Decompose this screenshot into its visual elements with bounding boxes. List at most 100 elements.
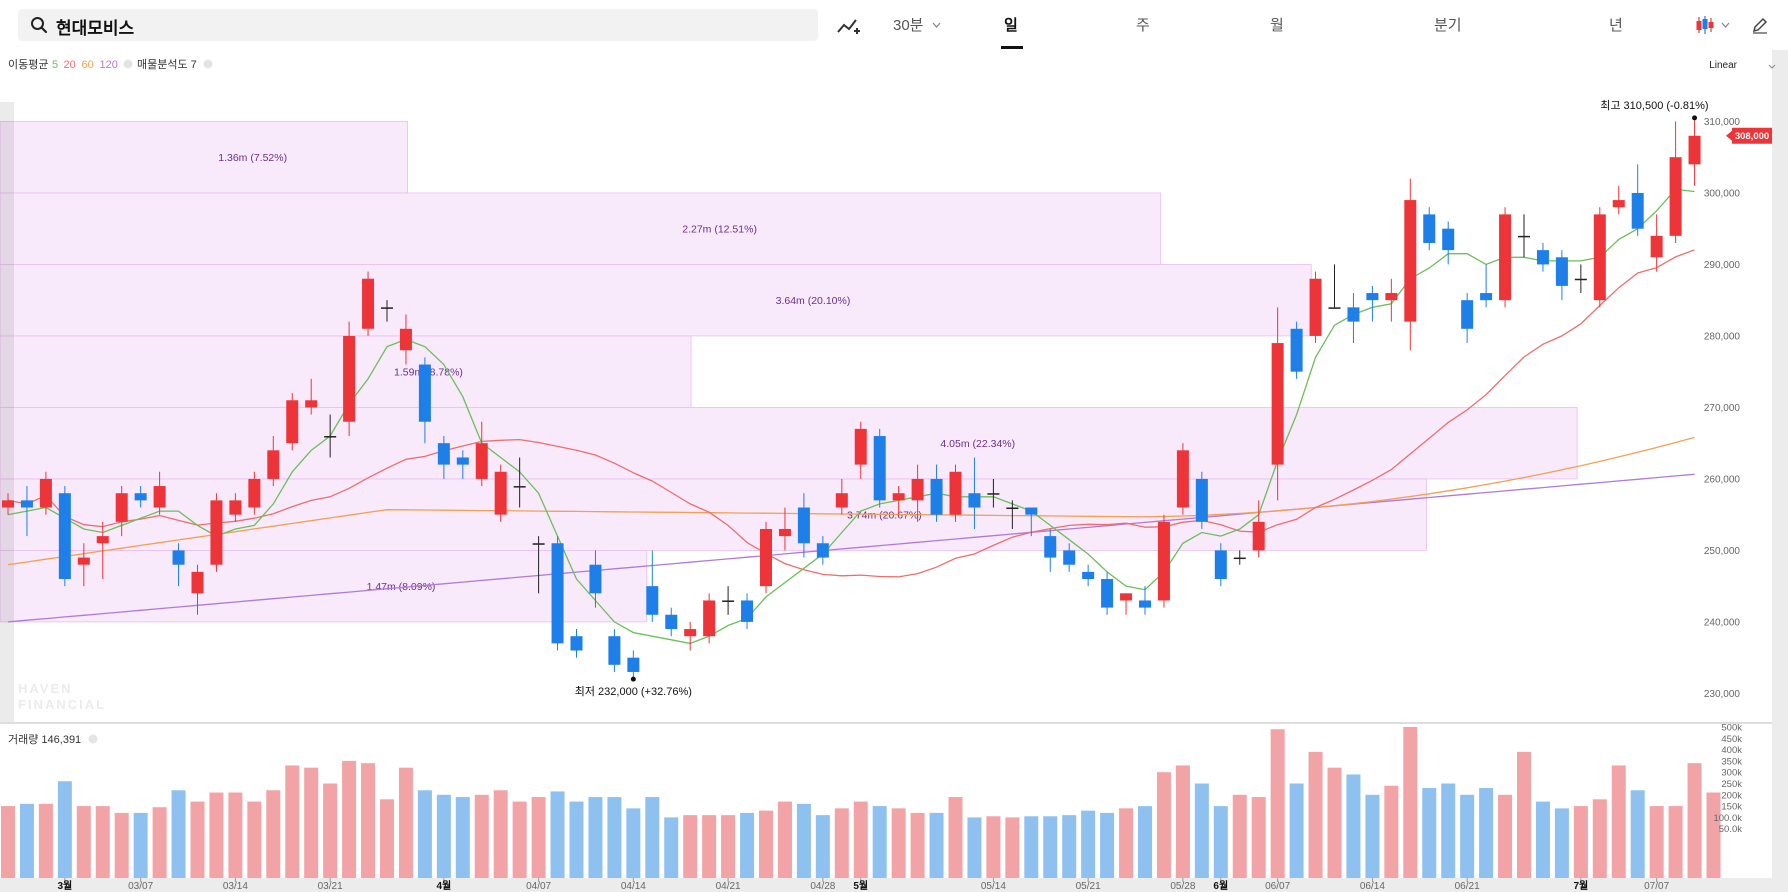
tab-week[interactable]: 주 [1136, 17, 1150, 34]
candle [1101, 579, 1114, 608]
volume-profile-bar [0, 192, 1162, 265]
candle [324, 436, 337, 438]
volume-bar [76, 806, 91, 878]
left-shade [0, 102, 14, 722]
candle [248, 478, 261, 508]
volume-bar [740, 812, 755, 878]
volume-legend: 거래량 146,391 [8, 733, 81, 746]
tab-year[interactable]: 년 [1609, 17, 1623, 34]
tab-month[interactable]: 월 [1270, 17, 1284, 34]
price-axis-tick: 280,000 [1704, 331, 1741, 342]
volume-bar [550, 791, 565, 878]
candle [1252, 521, 1265, 551]
price-axis-tick: 260,000 [1704, 474, 1741, 485]
volume-profile-label: 1.36m (7.52%) [218, 152, 287, 164]
volume-bar [1081, 810, 1096, 878]
pencil-icon[interactable] [1751, 16, 1769, 34]
volume-bar [1479, 788, 1494, 878]
time-axis-label: 03/21 [318, 881, 343, 892]
volume-bar [1687, 763, 1702, 878]
volume-bar [1100, 812, 1115, 878]
candle [1385, 293, 1398, 301]
volume-floor [0, 878, 1772, 892]
candle [589, 564, 602, 594]
close-icon [123, 59, 133, 69]
candle [532, 543, 545, 545]
time-axis-label: 04/14 [621, 881, 646, 892]
candle [1309, 278, 1322, 336]
volume-bar [228, 792, 243, 878]
volume-bar [455, 797, 470, 878]
price-axis-tick: 240,000 [1704, 617, 1741, 628]
volume-profile-label: 2.27m (12.51%) [682, 224, 757, 236]
volume-bar [1251, 797, 1266, 878]
chevron-down-icon[interactable] [1721, 22, 1730, 28]
tab-quarter[interactable]: 분기 [1434, 17, 1462, 34]
volume-bar [721, 815, 736, 878]
search-input[interactable]: 현대모비스 [18, 9, 818, 41]
volume-axis-tick: 500k [1721, 723, 1742, 734]
candle [456, 457, 469, 465]
current-price-tag [1732, 127, 1772, 144]
candle [1366, 293, 1379, 301]
time-axis-label: 7월 [1573, 880, 1588, 892]
price-axis-tick: 250,000 [1704, 546, 1741, 557]
candle [1063, 550, 1076, 565]
volume-bar [872, 806, 887, 878]
candle [665, 614, 678, 630]
volume-bar [1194, 783, 1209, 878]
candle [1404, 200, 1417, 322]
tab-day[interactable]: 일 [1004, 17, 1018, 34]
candle [1157, 521, 1170, 601]
volume-bar [588, 797, 603, 878]
candle [1442, 228, 1455, 251]
current-price-pointer [1726, 130, 1732, 141]
candle [854, 428, 867, 465]
candle [343, 335, 356, 422]
scale-mode-select[interactable]: Linear [1709, 60, 1737, 71]
candle [1593, 214, 1606, 301]
volume-bar [664, 817, 679, 878]
candle [1461, 300, 1474, 329]
ma-period-5: 5 [52, 59, 58, 71]
candle [627, 657, 640, 672]
candle [153, 486, 166, 508]
drawing-tool-icon[interactable] [836, 16, 862, 36]
time-axis-label: 03/07 [128, 881, 153, 892]
candle [1120, 593, 1133, 601]
volume-bar [304, 767, 319, 878]
candle [96, 536, 109, 544]
candle [873, 436, 886, 501]
candle [1650, 235, 1663, 258]
candle [134, 493, 147, 501]
volume-bar [948, 797, 963, 878]
volume-bar [1706, 792, 1721, 878]
candle [1044, 536, 1057, 558]
candle [210, 500, 223, 565]
volume-bar [929, 812, 944, 878]
candle-type-icon[interactable] [1694, 14, 1716, 36]
ma-legend-label: 이동평균 [8, 58, 48, 71]
candle [362, 278, 375, 329]
volume-bar [1592, 799, 1607, 878]
volume-bar [190, 801, 205, 878]
candle [77, 557, 90, 565]
candle [1612, 200, 1625, 208]
time-axis-label: 06/14 [1360, 881, 1385, 892]
volume-bar [512, 801, 527, 878]
volume-bar [1232, 794, 1247, 878]
chevron-down-icon[interactable] [932, 22, 941, 28]
volume-bar [1535, 801, 1550, 878]
volume-bar [759, 810, 773, 878]
candle [286, 400, 299, 444]
volume-axis-tick: 150k [1721, 802, 1742, 813]
candle [1347, 307, 1360, 322]
volume-bar [1062, 815, 1077, 878]
volume-axis-tick: 300k [1721, 768, 1742, 779]
candle [229, 500, 242, 515]
interval-30m-select[interactable]: 30분 [893, 17, 924, 34]
candlestick-chart[interactable]: 1.36m (7.52%) 2.27m (12.51%) 3.64m (20.10%… [0, 50, 1788, 892]
volume-profile-label: 3.64m (20.10%) [776, 295, 851, 307]
volume-bar [114, 812, 129, 878]
volume-profile-bar [0, 121, 408, 194]
